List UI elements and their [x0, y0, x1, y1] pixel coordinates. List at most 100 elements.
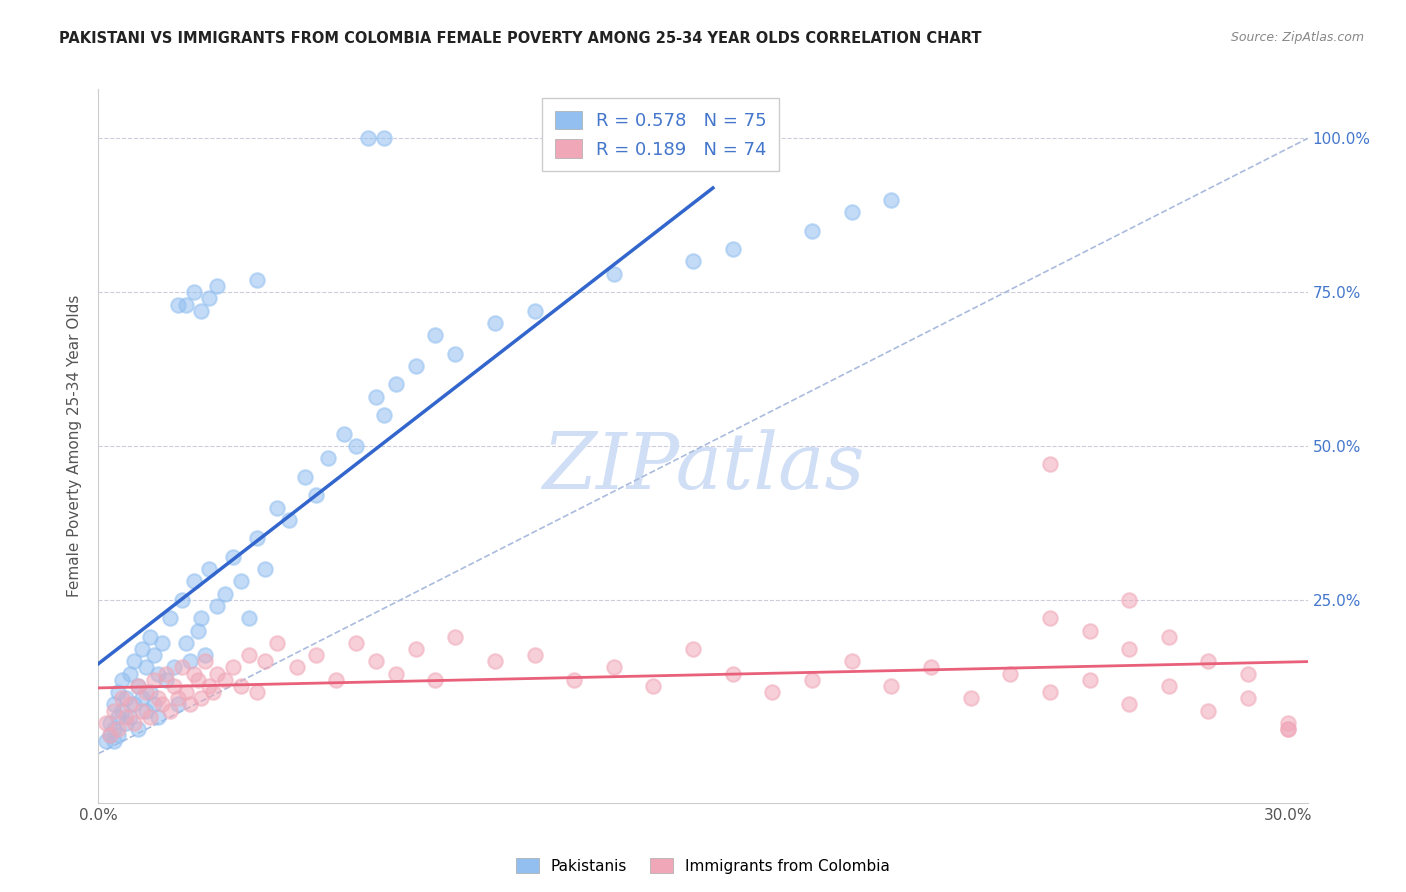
Point — [841, 654, 863, 668]
Point — [444, 630, 467, 644]
Point — [150, 636, 173, 650]
Point — [761, 685, 783, 699]
Point — [1198, 654, 1220, 668]
Point — [721, 666, 744, 681]
Point — [135, 685, 157, 699]
Point — [142, 673, 165, 687]
Point — [364, 654, 387, 668]
Point — [122, 698, 145, 712]
Point — [1157, 630, 1180, 644]
Point — [373, 409, 395, 423]
Point — [603, 660, 626, 674]
Point — [246, 273, 269, 287]
Point — [122, 654, 145, 668]
Y-axis label: Female Poverty Among 25-34 Year Olds: Female Poverty Among 25-34 Year Olds — [67, 295, 83, 597]
Point — [194, 654, 217, 668]
Point — [325, 673, 347, 687]
Point — [146, 666, 169, 681]
Point — [127, 679, 149, 693]
Point — [142, 698, 165, 712]
Point — [103, 704, 125, 718]
Point — [146, 709, 169, 723]
Point — [122, 715, 145, 730]
Point — [305, 488, 328, 502]
Point — [120, 666, 142, 681]
Point — [120, 709, 142, 723]
Point — [198, 679, 221, 693]
Point — [246, 531, 269, 545]
Point — [127, 679, 149, 693]
Point — [1039, 611, 1062, 625]
Point — [344, 439, 367, 453]
Point — [880, 193, 903, 207]
Point — [198, 562, 221, 576]
Point — [183, 666, 205, 681]
Legend: R = 0.578   N = 75, R = 0.189   N = 74: R = 0.578 N = 75, R = 0.189 N = 74 — [541, 98, 779, 171]
Point — [959, 691, 981, 706]
Point — [111, 691, 134, 706]
Point — [131, 691, 153, 706]
Point — [384, 666, 406, 681]
Point — [166, 691, 188, 706]
Point — [174, 636, 197, 650]
Point — [96, 715, 118, 730]
Point — [801, 673, 824, 687]
Point — [186, 624, 208, 638]
Point — [222, 549, 245, 564]
Point — [231, 679, 253, 693]
Point — [155, 666, 177, 681]
Point — [253, 562, 276, 576]
Point — [107, 722, 129, 736]
Point — [238, 648, 260, 662]
Point — [425, 673, 447, 687]
Point — [1277, 722, 1299, 736]
Point — [98, 715, 121, 730]
Point — [103, 698, 125, 712]
Text: PAKISTANI VS IMMIGRANTS FROM COLOMBIA FEMALE POVERTY AMONG 25-34 YEAR OLDS CORRE: PAKISTANI VS IMMIGRANTS FROM COLOMBIA FE… — [59, 31, 981, 46]
Point — [484, 316, 506, 330]
Point — [159, 611, 181, 625]
Point — [333, 426, 356, 441]
Point — [135, 704, 157, 718]
Point — [294, 469, 316, 483]
Point — [120, 698, 142, 712]
Point — [207, 279, 229, 293]
Legend: Pakistanis, Immigrants from Colombia: Pakistanis, Immigrants from Colombia — [509, 852, 897, 880]
Point — [721, 242, 744, 256]
Point — [163, 679, 186, 693]
Point — [444, 347, 467, 361]
Point — [174, 297, 197, 311]
Point — [1277, 715, 1299, 730]
Text: Source: ZipAtlas.com: Source: ZipAtlas.com — [1230, 31, 1364, 45]
Point — [880, 679, 903, 693]
Point — [1039, 458, 1062, 472]
Point — [266, 500, 288, 515]
Point — [198, 291, 221, 305]
Point — [523, 648, 546, 662]
Point — [373, 131, 395, 145]
Point — [1198, 704, 1220, 718]
Point — [186, 673, 208, 687]
Point — [238, 611, 260, 625]
Point — [135, 660, 157, 674]
Point — [682, 254, 704, 268]
Point — [1039, 685, 1062, 699]
Point — [139, 685, 162, 699]
Point — [190, 611, 212, 625]
Point — [562, 673, 585, 687]
Point — [190, 691, 212, 706]
Point — [643, 679, 665, 693]
Point — [139, 709, 162, 723]
Point — [131, 704, 153, 718]
Point — [1118, 592, 1140, 607]
Point — [163, 660, 186, 674]
Point — [207, 599, 229, 613]
Point — [170, 660, 193, 674]
Point — [142, 648, 165, 662]
Point — [920, 660, 942, 674]
Point — [1078, 624, 1101, 638]
Point — [103, 722, 125, 736]
Point — [166, 698, 188, 712]
Point — [266, 636, 288, 650]
Point — [1277, 722, 1299, 736]
